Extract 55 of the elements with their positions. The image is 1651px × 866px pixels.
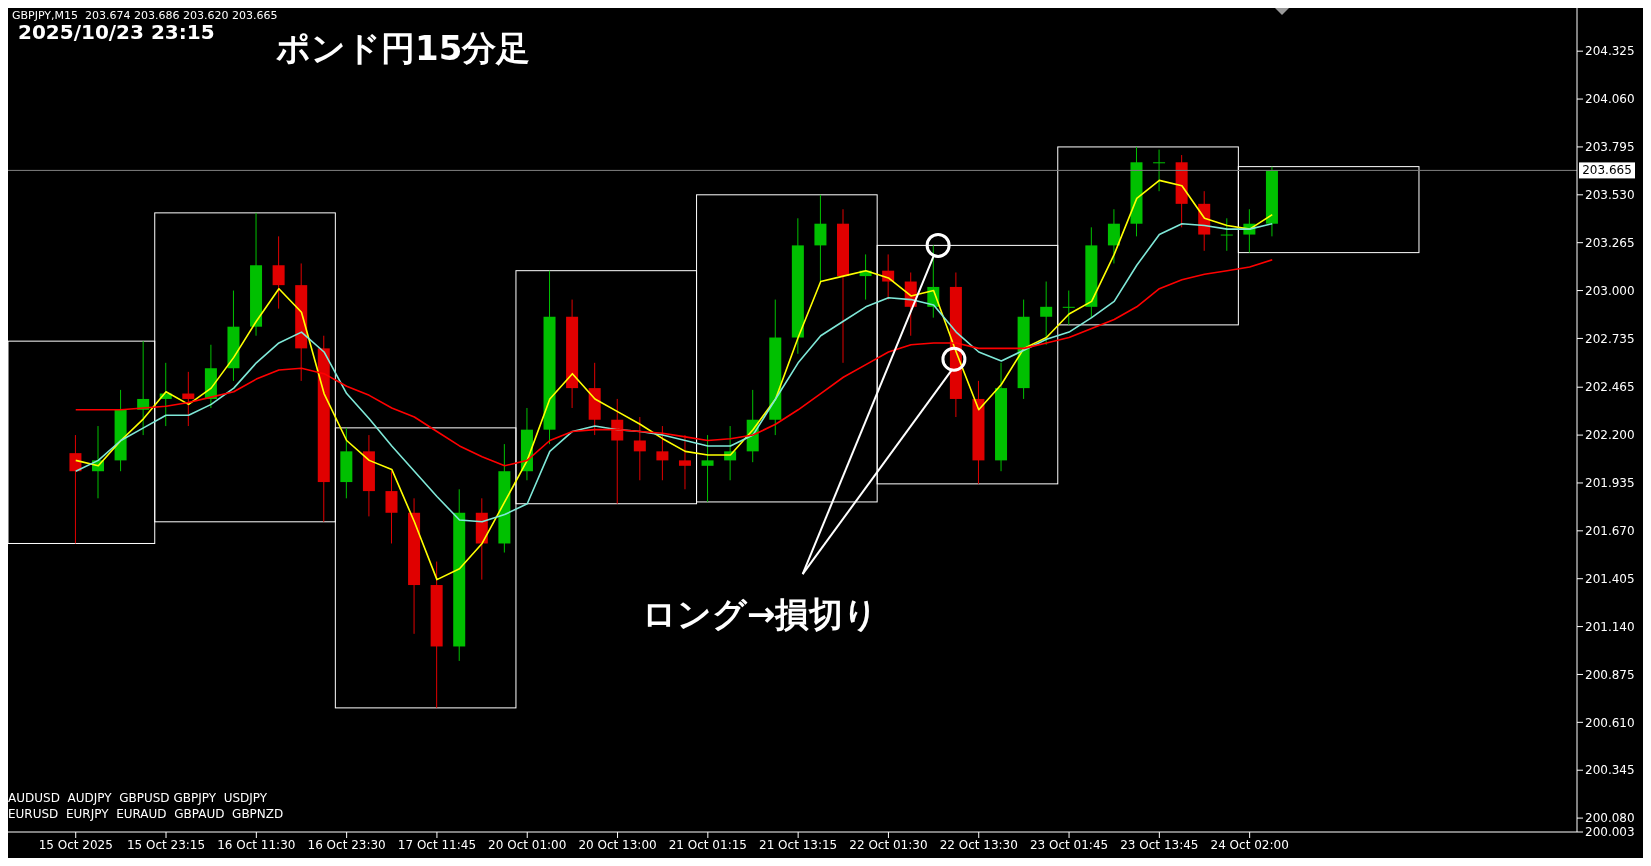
candlestick	[385, 470, 398, 544]
y-tick-label: 204.325	[1585, 44, 1635, 59]
candlestick	[633, 416, 646, 481]
y-tick-label: 204.060	[1585, 92, 1635, 107]
ref-line-label: 203.665	[1582, 163, 1632, 178]
y-tick-label: 201.670	[1585, 524, 1635, 539]
y-tick-label: 200.875	[1585, 667, 1635, 682]
candlestick	[1040, 281, 1053, 346]
candlestick	[69, 434, 82, 544]
candlestick	[701, 434, 714, 503]
y-tick-label: 203.265	[1585, 235, 1635, 250]
x-tick-label: 23 Oct 01:45	[1029, 837, 1109, 852]
y-tick-label: 202.735	[1585, 331, 1635, 346]
annotation: AUDUSD AUDJPY GBPUSD GBPJPY USDJPY	[8, 791, 268, 806]
y-tick-label: 201.935	[1585, 476, 1635, 491]
x-tick-label: 22 Oct 01:30	[849, 837, 928, 852]
y-tick-label: 202.200	[1585, 428, 1635, 443]
candlestick	[814, 194, 827, 283]
candlestick	[1107, 208, 1120, 264]
y-tick-label: 200.610	[1585, 715, 1635, 730]
y-tick-label: 200.003	[1585, 825, 1635, 840]
annotation: GBPJPY,M15 203.674 203.686 203.620 203.665	[12, 9, 278, 23]
x-tick-label: 16 Oct 23:30	[307, 837, 386, 852]
x-tick-label: 17 Oct 11:45	[397, 837, 477, 852]
y-tick-label: 202.465	[1585, 380, 1635, 395]
x-tick-label: 20 Oct 13:00	[578, 837, 657, 852]
line-series	[74, 259, 1274, 467]
y-tick-label: 203.000	[1585, 283, 1635, 298]
annotation: EURUSD EURJPY EURAUD GBPAUD GBPNZD	[8, 807, 284, 822]
x-tick-label: 20 Oct 01:00	[488, 837, 567, 852]
y-tick-label: 200.345	[1585, 763, 1635, 778]
candlestick	[611, 398, 624, 505]
y-tick-label: 203.530	[1585, 188, 1635, 203]
candlestick	[182, 371, 195, 427]
candlestick	[678, 434, 691, 490]
text: ポンド円15分足	[276, 27, 531, 70]
y-tick-label: 201.405	[1585, 571, 1635, 586]
x-tick-label: 21 Oct 13:15	[759, 837, 838, 852]
x-tick-label: 22 Oct 13:30	[939, 837, 1018, 852]
candlestick	[272, 235, 285, 310]
text: 2025/10/23 23:15	[18, 20, 215, 44]
x-tick-label: 21 Oct 01:15	[668, 837, 747, 852]
y-tick-label: 200.080	[1585, 811, 1635, 826]
candlestick	[656, 425, 669, 481]
candlestick	[1153, 149, 1166, 192]
x-tick-label: 23 Oct 13:45	[1120, 837, 1199, 852]
x-tick-label: 16 Oct 11:30	[217, 837, 296, 852]
y-tick-label: 203.795	[1585, 140, 1635, 155]
x-tick-label: 24 Oct 02:00	[1210, 837, 1289, 852]
y-tick-label: 201.140	[1585, 619, 1635, 634]
annotation: ロング→損切り	[642, 594, 879, 634]
candlestick	[1220, 217, 1233, 252]
candlestick	[1062, 290, 1075, 326]
x-tick-label: 15 Oct 2025	[38, 837, 113, 852]
x-tick-label: 15 Oct 23:15	[126, 837, 206, 852]
